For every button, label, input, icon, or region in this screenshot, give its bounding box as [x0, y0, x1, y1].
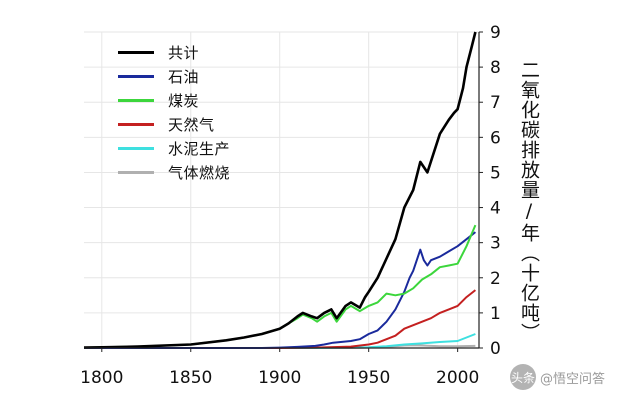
y-tick-label: 7	[490, 93, 501, 113]
tick-labels: 1800 1850 1900 1950 2000 0 1 2 3 4 5 6 7 8 9	[80, 23, 501, 388]
x-tick-label: 1800	[80, 368, 123, 388]
toutiao-icon: 头条	[510, 364, 536, 390]
legend-swatch	[118, 98, 154, 102]
legend-label: 共计	[168, 43, 200, 62]
axes	[84, 31, 483, 352]
series-line-1	[84, 231, 477, 349]
legend-item-total: 共计	[118, 40, 230, 64]
legend-label: 煤炭	[168, 91, 200, 110]
legend-swatch	[118, 122, 154, 126]
y-tick-label: 0	[490, 339, 501, 359]
x-tick-label: 1850	[169, 368, 212, 388]
legend-item-cement: 水泥生产	[118, 136, 230, 160]
legend-item-gas-flaring: 气体燃烧	[118, 160, 230, 184]
y-tick-label: 2	[490, 269, 501, 289]
x-tick-label: 2000	[436, 368, 479, 388]
legend-item-coal: 煤炭	[118, 88, 230, 112]
y-tick-label: 6	[490, 128, 501, 148]
watermark: 头条 @悟空问答	[510, 364, 605, 390]
legend-item-oil: 石油	[118, 64, 230, 88]
series-line-3	[84, 289, 477, 349]
y-tick-label: 8	[490, 58, 501, 78]
legend-item-natural-gas: 天然气	[118, 112, 230, 136]
y-tick-label: 3	[490, 234, 501, 254]
y-tick-label: 5	[490, 163, 501, 183]
legend: 共计 石油 煤炭 天然气 水泥生产 气体燃烧	[118, 40, 230, 184]
y-tick-label: 1	[490, 304, 501, 324]
legend-swatch	[118, 170, 154, 174]
y-axis-label: 二氧化碳排放量/年（十亿吨）	[518, 60, 540, 343]
legend-label: 气体燃烧	[168, 163, 231, 182]
y-tick-label: 9	[490, 23, 501, 43]
legend-label: 天然气	[168, 115, 215, 134]
x-tick-label: 1900	[258, 368, 301, 388]
x-tick-label: 1950	[347, 368, 390, 388]
watermark-text: @悟空问答	[540, 371, 606, 387]
legend-label: 水泥生产	[168, 139, 231, 158]
legend-swatch	[118, 50, 154, 54]
legend-swatch	[118, 146, 154, 150]
legend-label: 石油	[168, 67, 200, 86]
y-tick-label: 4	[490, 199, 501, 219]
series-line-0	[83, 31, 477, 349]
legend-swatch	[118, 74, 154, 78]
